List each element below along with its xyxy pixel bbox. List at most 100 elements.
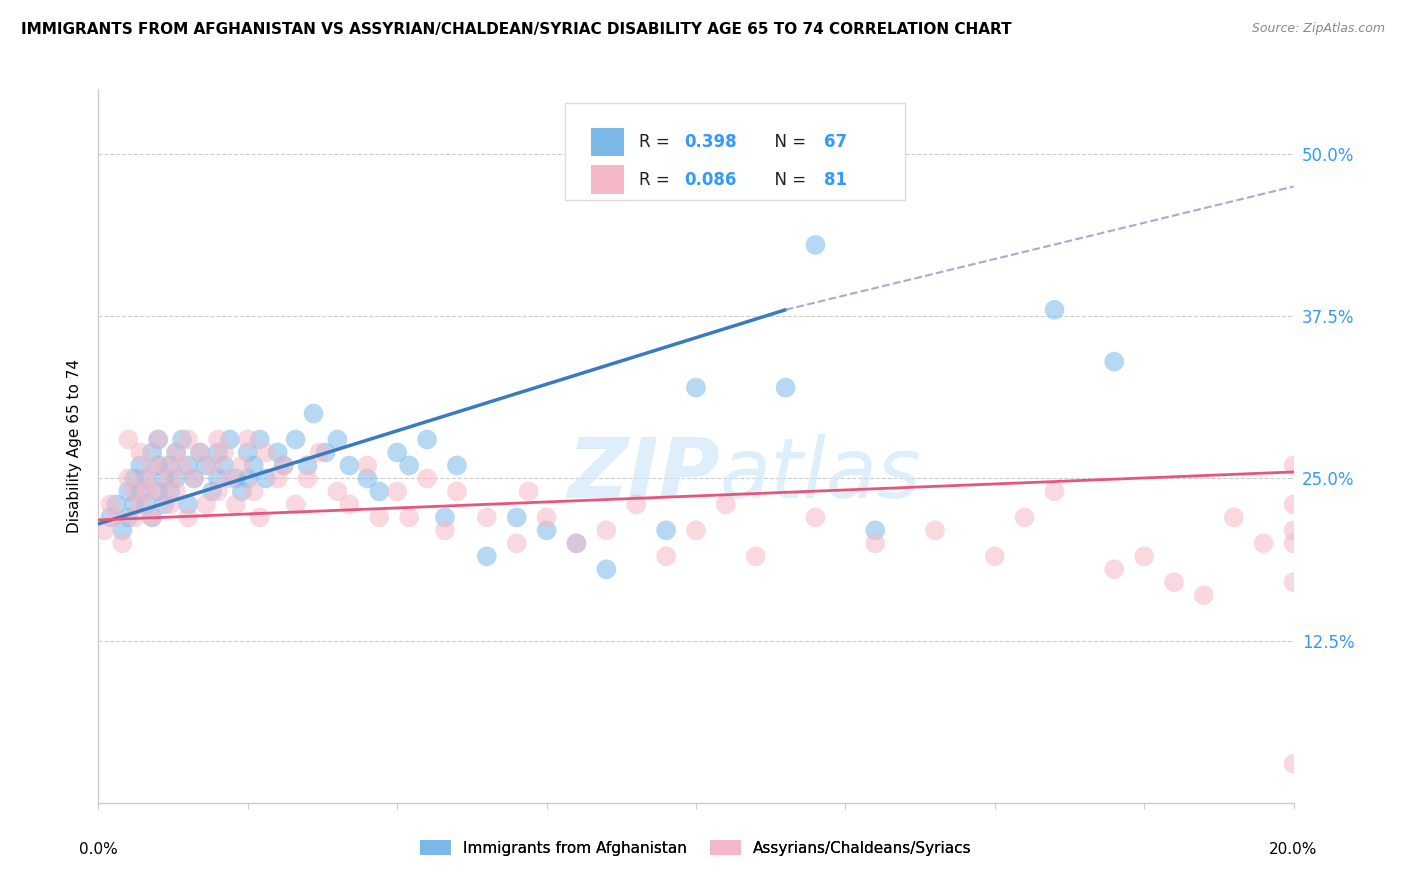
Point	[188, 445, 211, 459]
Legend: Immigrants from Afghanistan, Assyrians/Chaldeans/Syriacs: Immigrants from Afghanistan, Assyrians/C…	[420, 840, 972, 855]
Point	[1192, 588, 1215, 602]
Point	[93, 524, 115, 538]
Text: N =: N =	[763, 133, 811, 151]
Point	[1282, 497, 1305, 511]
Point	[297, 458, 319, 473]
Point	[231, 484, 253, 499]
Point	[1163, 575, 1185, 590]
Point	[153, 497, 176, 511]
Point	[159, 471, 181, 485]
Point	[201, 458, 224, 473]
Point	[188, 445, 211, 459]
Point	[385, 484, 409, 499]
Point	[416, 471, 439, 485]
Point	[148, 484, 170, 499]
Point	[219, 471, 242, 485]
Text: 0.0%: 0.0%	[79, 842, 118, 856]
Point	[135, 484, 157, 499]
Text: N =: N =	[763, 170, 811, 188]
Point	[865, 536, 887, 550]
Point	[273, 458, 295, 473]
Point	[201, 484, 224, 499]
Point	[124, 471, 146, 485]
Point	[398, 510, 420, 524]
Y-axis label: Disability Age 65 to 74: Disability Age 65 to 74	[67, 359, 83, 533]
Point	[212, 445, 235, 459]
Point	[368, 510, 391, 524]
Point	[207, 433, 229, 447]
Point	[595, 562, 617, 576]
Point	[267, 471, 290, 485]
Text: 0.398: 0.398	[685, 133, 737, 151]
Point	[124, 497, 146, 511]
Point	[804, 238, 827, 252]
Point	[368, 484, 391, 499]
Point	[315, 445, 337, 459]
Point	[1043, 484, 1066, 499]
Point	[124, 510, 146, 524]
Point	[117, 433, 139, 447]
Point	[685, 524, 707, 538]
Point	[148, 433, 170, 447]
Point	[129, 445, 152, 459]
Point	[98, 510, 122, 524]
Point	[129, 458, 152, 473]
Point	[212, 458, 235, 473]
Point	[446, 484, 468, 499]
Point	[98, 497, 122, 511]
Point	[225, 471, 247, 485]
Text: Source: ZipAtlas.com: Source: ZipAtlas.com	[1251, 22, 1385, 36]
Point	[172, 458, 194, 473]
Point	[243, 484, 266, 499]
Point	[195, 497, 218, 511]
Point	[339, 458, 361, 473]
Point	[148, 484, 170, 499]
Point	[775, 381, 797, 395]
Point	[475, 510, 498, 524]
Point	[219, 433, 242, 447]
Point	[159, 458, 181, 473]
Point	[536, 510, 558, 524]
Point	[1104, 562, 1126, 576]
Point	[129, 484, 152, 499]
Point	[159, 497, 181, 511]
Text: ZIP: ZIP	[567, 434, 720, 515]
Point	[207, 471, 229, 485]
Point	[385, 445, 409, 459]
Point	[536, 524, 558, 538]
Point	[1223, 510, 1246, 524]
Point	[165, 445, 187, 459]
Point	[177, 458, 200, 473]
Point	[595, 524, 617, 538]
Point	[236, 433, 259, 447]
Point	[1282, 458, 1305, 473]
Point	[398, 458, 420, 473]
Point	[506, 536, 529, 550]
Point	[506, 510, 529, 524]
Point	[159, 484, 181, 499]
Point	[135, 471, 157, 485]
Point	[565, 536, 588, 550]
Point	[1282, 575, 1305, 590]
Point	[111, 524, 134, 538]
Point	[135, 471, 157, 485]
Point	[117, 471, 139, 485]
Point	[183, 471, 205, 485]
Point	[249, 433, 271, 447]
Point	[1043, 302, 1066, 317]
Point	[183, 471, 205, 485]
Point	[195, 458, 218, 473]
Point	[626, 497, 648, 511]
Point	[141, 510, 163, 524]
Point	[416, 433, 439, 447]
Point	[446, 458, 468, 473]
Point	[302, 407, 325, 421]
Point	[984, 549, 1007, 564]
Point	[1282, 756, 1305, 771]
Point	[124, 484, 146, 499]
FancyBboxPatch shape	[591, 128, 624, 156]
Point	[129, 497, 152, 511]
FancyBboxPatch shape	[565, 103, 905, 200]
Point	[141, 445, 163, 459]
Point	[1104, 354, 1126, 368]
